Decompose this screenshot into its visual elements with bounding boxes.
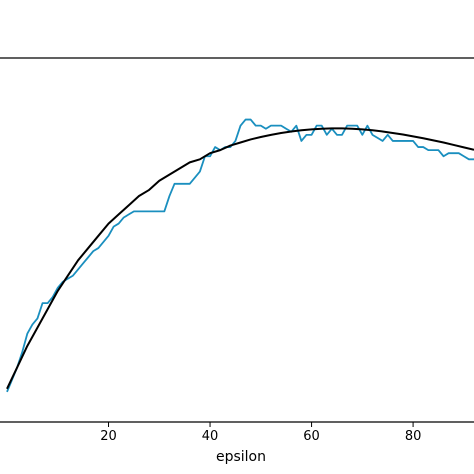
- x-tick-label: 20: [100, 429, 117, 444]
- plot-area: [0, 58, 474, 422]
- x-tick-label: 40: [202, 429, 219, 444]
- series-group: [6, 118, 474, 393]
- x-axis-label: epsilon: [216, 449, 266, 465]
- x-axis-ticks: 20 40 60 80: [100, 422, 421, 444]
- measured-series-line: [6, 118, 474, 393]
- fit-curve-line: [6, 127, 474, 390]
- x-tick-label: 80: [405, 429, 422, 444]
- x-tick-label: 60: [303, 429, 320, 444]
